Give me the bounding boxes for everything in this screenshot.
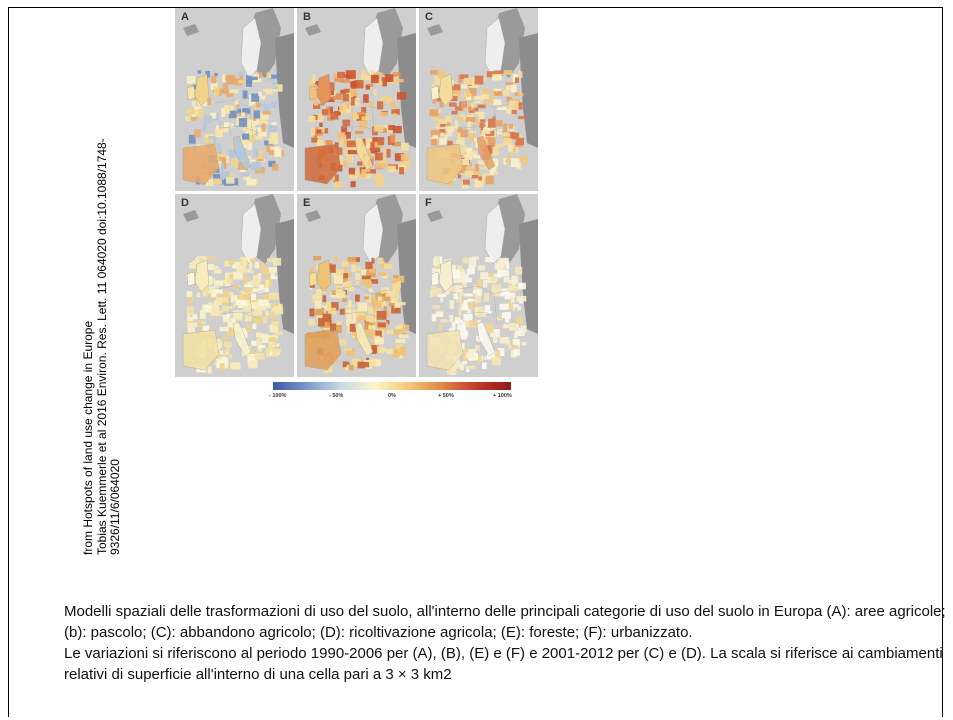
caption-paragraph-1: Modelli spaziali delle trasformazioni di… bbox=[64, 603, 946, 641]
map-panel-c: C bbox=[419, 8, 538, 191]
map-panel-e: E bbox=[297, 194, 416, 377]
map-panel-a: A bbox=[175, 8, 294, 191]
colorbar-tick-label: - 50% bbox=[329, 393, 344, 399]
source-credit: from Hotspots of land use change in Euro… bbox=[81, 45, 126, 555]
colorbar-tick-label: + 50% bbox=[438, 393, 454, 399]
colorbar-tick-label: 0% bbox=[388, 393, 396, 399]
map-panel-b: B bbox=[297, 8, 416, 191]
credit-line-1: from Hotspots of land use change in Euro… bbox=[81, 320, 95, 555]
credit-line-2: Tobias Kuemmerle et al 2016 Environ. Res… bbox=[94, 138, 109, 555]
credit-line-3: 9326/11/6/064020 bbox=[108, 459, 122, 555]
panel-letter: C bbox=[425, 11, 433, 23]
caption-paragraph-2: Le variazioni si riferiscono al periodo … bbox=[64, 645, 943, 683]
land-use-maps-figure: A B C D E F - 100% - 50% 0% + 50% + 100% bbox=[175, 8, 540, 403]
panel-letter: F bbox=[425, 197, 432, 209]
map-panel-d: D bbox=[175, 194, 294, 377]
panel-letter: A bbox=[181, 11, 189, 23]
colorbar-tick-label: + 100% bbox=[493, 393, 512, 399]
panel-letter: D bbox=[181, 197, 189, 209]
map-panel-f: F bbox=[419, 194, 538, 377]
map-panels-grid: A B C D E F bbox=[175, 8, 540, 380]
colorbar-ticks: - 100% - 50% 0% + 50% + 100% bbox=[255, 393, 545, 403]
colorbar-tick-label: - 100% bbox=[269, 393, 287, 399]
panel-letter: E bbox=[303, 197, 311, 209]
panel-letter: B bbox=[303, 11, 311, 23]
relative-change-colorbar bbox=[273, 382, 511, 390]
slide-frame bbox=[8, 7, 943, 717]
figure-caption: Modelli spaziali delle trasformazioni di… bbox=[64, 601, 949, 685]
